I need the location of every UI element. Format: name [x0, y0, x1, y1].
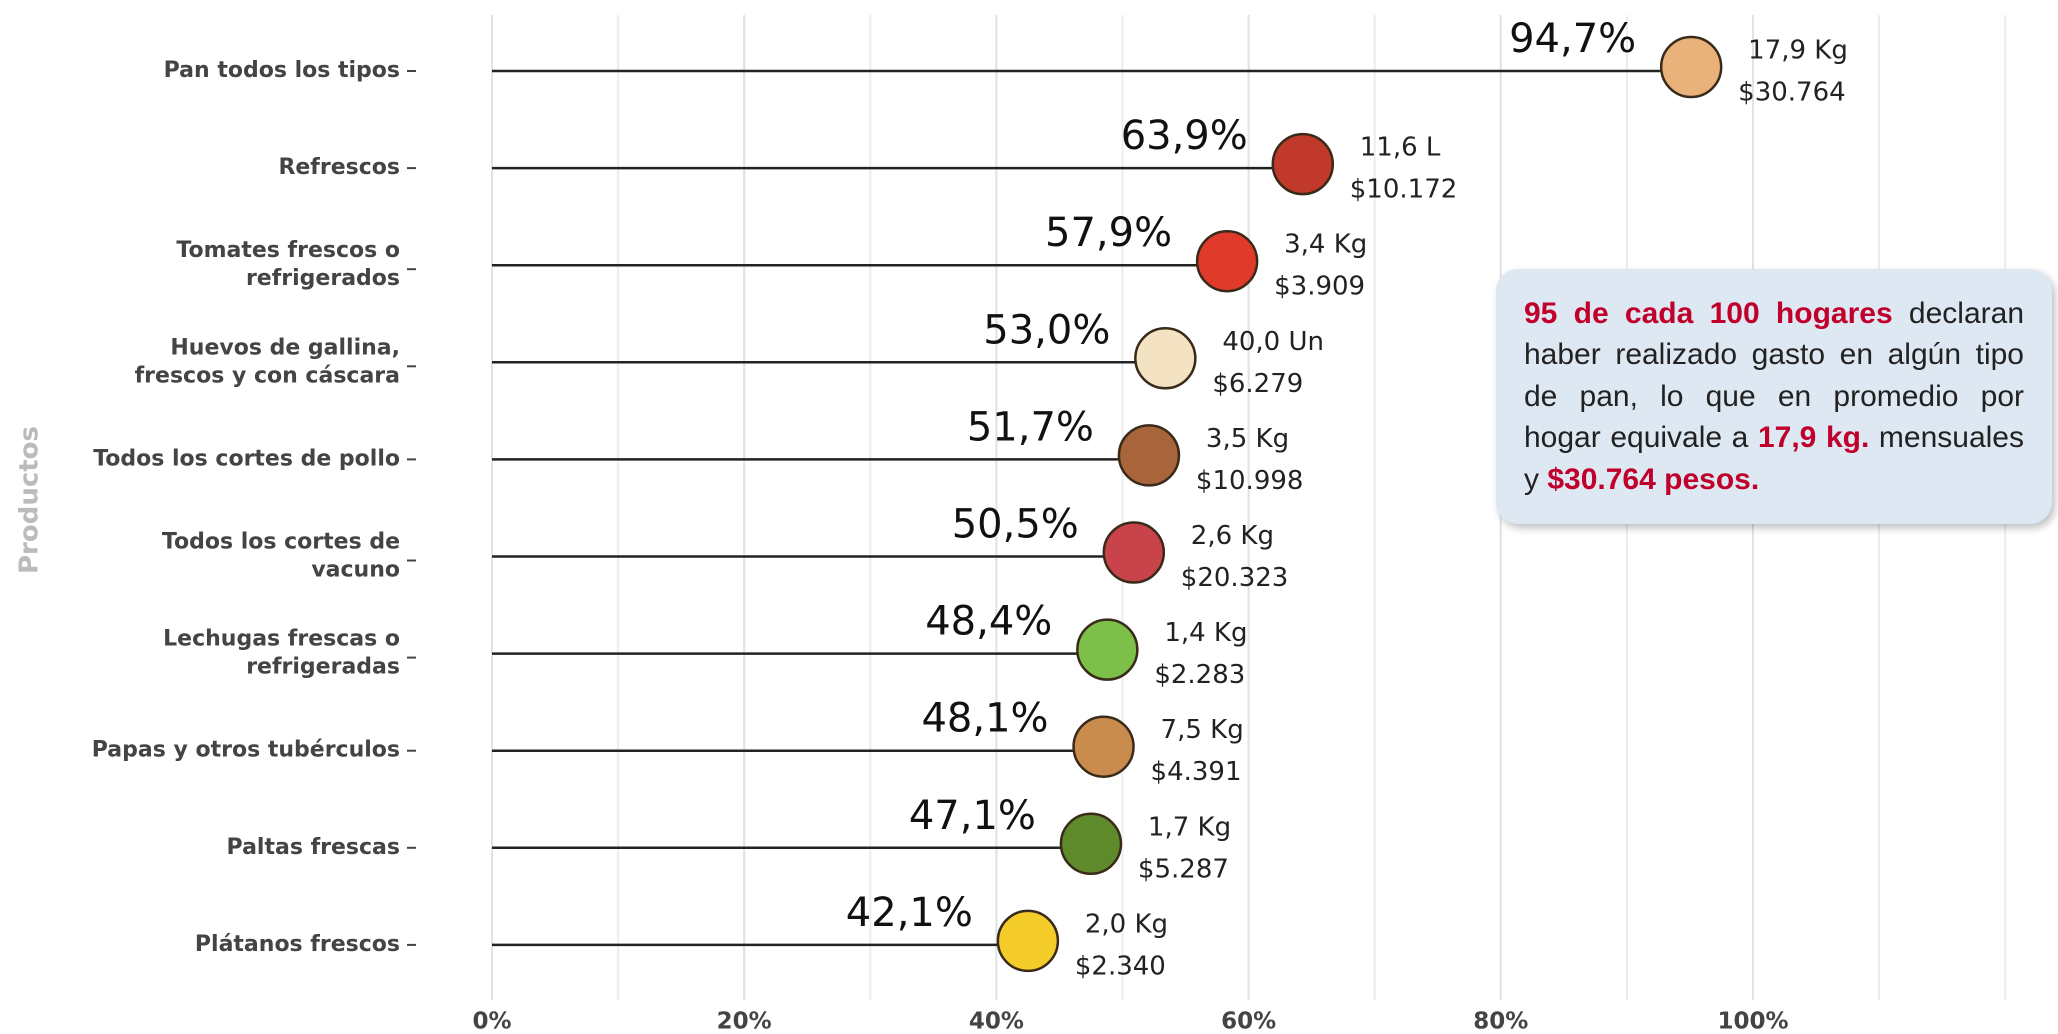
spend-label: $2.340 [1075, 951, 1166, 981]
y-tick-label: Tomates frescos o refrigerados [176, 238, 400, 291]
highlight-text: 17,9 kg. [1758, 421, 1869, 454]
spend-label: $20.323 [1181, 563, 1289, 593]
spend-label: $6.279 [1212, 369, 1303, 399]
x-tick-label: 0% [472, 1009, 511, 1034]
product-icon [1273, 134, 1333, 194]
label-line: Tomates frescos o [176, 238, 400, 263]
quantity-label: 3,5 Kg [1206, 424, 1289, 454]
product-icon [1197, 231, 1257, 291]
quantity-label: 2,6 Kg [1191, 521, 1274, 551]
label-line: vacuno [311, 558, 400, 583]
y-tick-label: Pan todos los tipos [164, 58, 400, 83]
value-label: 48,1% [921, 696, 1048, 742]
value-label: 50,5% [952, 502, 1079, 548]
product-icon [1061, 814, 1121, 874]
spend-label: $10.172 [1350, 175, 1458, 205]
label-line: refrigeradas [246, 655, 400, 680]
y-tick-label: Refrescos [278, 155, 400, 180]
spend-label: $4.391 [1151, 757, 1242, 787]
value-label: 42,1% [846, 890, 973, 936]
y-axis-title: Productos [15, 426, 45, 574]
label-line: Todos los cortes de [162, 530, 400, 555]
label-line: Huevos de gallina, [170, 335, 400, 360]
value-label: 48,4% [925, 599, 1052, 645]
y-tick-label: Todos los cortes de pollo [93, 446, 400, 471]
quantity-label: 2,0 Kg [1085, 909, 1168, 939]
quantity-label: 11,6 L [1360, 133, 1441, 163]
product-icon [1119, 425, 1179, 485]
value-label: 51,7% [967, 404, 1094, 450]
y-tick-label: Plátanos frescos [195, 932, 400, 957]
page: Productos 0% 20% 40% 60% 80% 100% Pan todos lo… [0, 0, 2058, 1034]
x-tick-label: 20% [717, 1009, 772, 1034]
highlight-text: 95 de cada 100 hogares [1524, 297, 1893, 330]
quantity-label: 17,9 Kg [1748, 36, 1848, 66]
spend-label: $5.287 [1138, 854, 1229, 884]
value-label: 47,1% [909, 793, 1036, 839]
label-line: frescos y con cáscara [135, 363, 400, 388]
spend-label: $2.283 [1154, 660, 1245, 690]
label-line: Lechugas frescas o [163, 627, 400, 652]
y-tick-label: Paltas frescas [227, 835, 400, 860]
x-tick-label: 100% [1717, 1009, 1788, 1034]
label-line: refrigerados [246, 266, 400, 291]
x-tick-label: 60% [1221, 1009, 1276, 1034]
value-label: 57,9% [1045, 210, 1172, 256]
quantity-label: 40,0 Un [1222, 327, 1324, 357]
product-icon [1074, 717, 1134, 777]
y-tick-label: Huevos de gallina, frescos y con cáscara [135, 335, 400, 388]
value-label: 94,7% [1509, 16, 1636, 62]
annotation: 95 de cada 100 hogares declaran haber re… [1496, 269, 2052, 524]
value-label: 63,9% [1121, 113, 1248, 159]
quantity-label: 1,4 Kg [1164, 618, 1247, 648]
product-icon [1077, 620, 1137, 680]
y-tick-label: Lechugas frescas o refrigeradas [163, 627, 400, 680]
highlight-text: $30.764 pesos. [1547, 463, 1759, 496]
spend-label: $3.909 [1274, 272, 1365, 302]
spend-label: $30.764 [1738, 78, 1846, 108]
product-icon [1104, 523, 1164, 583]
x-tick-label: 80% [1473, 1009, 1528, 1034]
quantity-label: 3,4 Kg [1284, 230, 1367, 260]
product-icon [1135, 328, 1195, 388]
product-icon [998, 911, 1058, 971]
quantity-label: 7,5 Kg [1161, 715, 1244, 745]
y-tick-label: Todos los cortes de vacuno [162, 530, 400, 583]
x-tick-label: 40% [969, 1009, 1024, 1034]
value-label: 53,0% [983, 307, 1110, 353]
y-tick-label: Papas y otros tubérculos [92, 738, 400, 763]
spend-label: $10.998 [1196, 466, 1304, 496]
product-icon [1661, 37, 1721, 97]
quantity-label: 1,7 Kg [1148, 812, 1231, 842]
